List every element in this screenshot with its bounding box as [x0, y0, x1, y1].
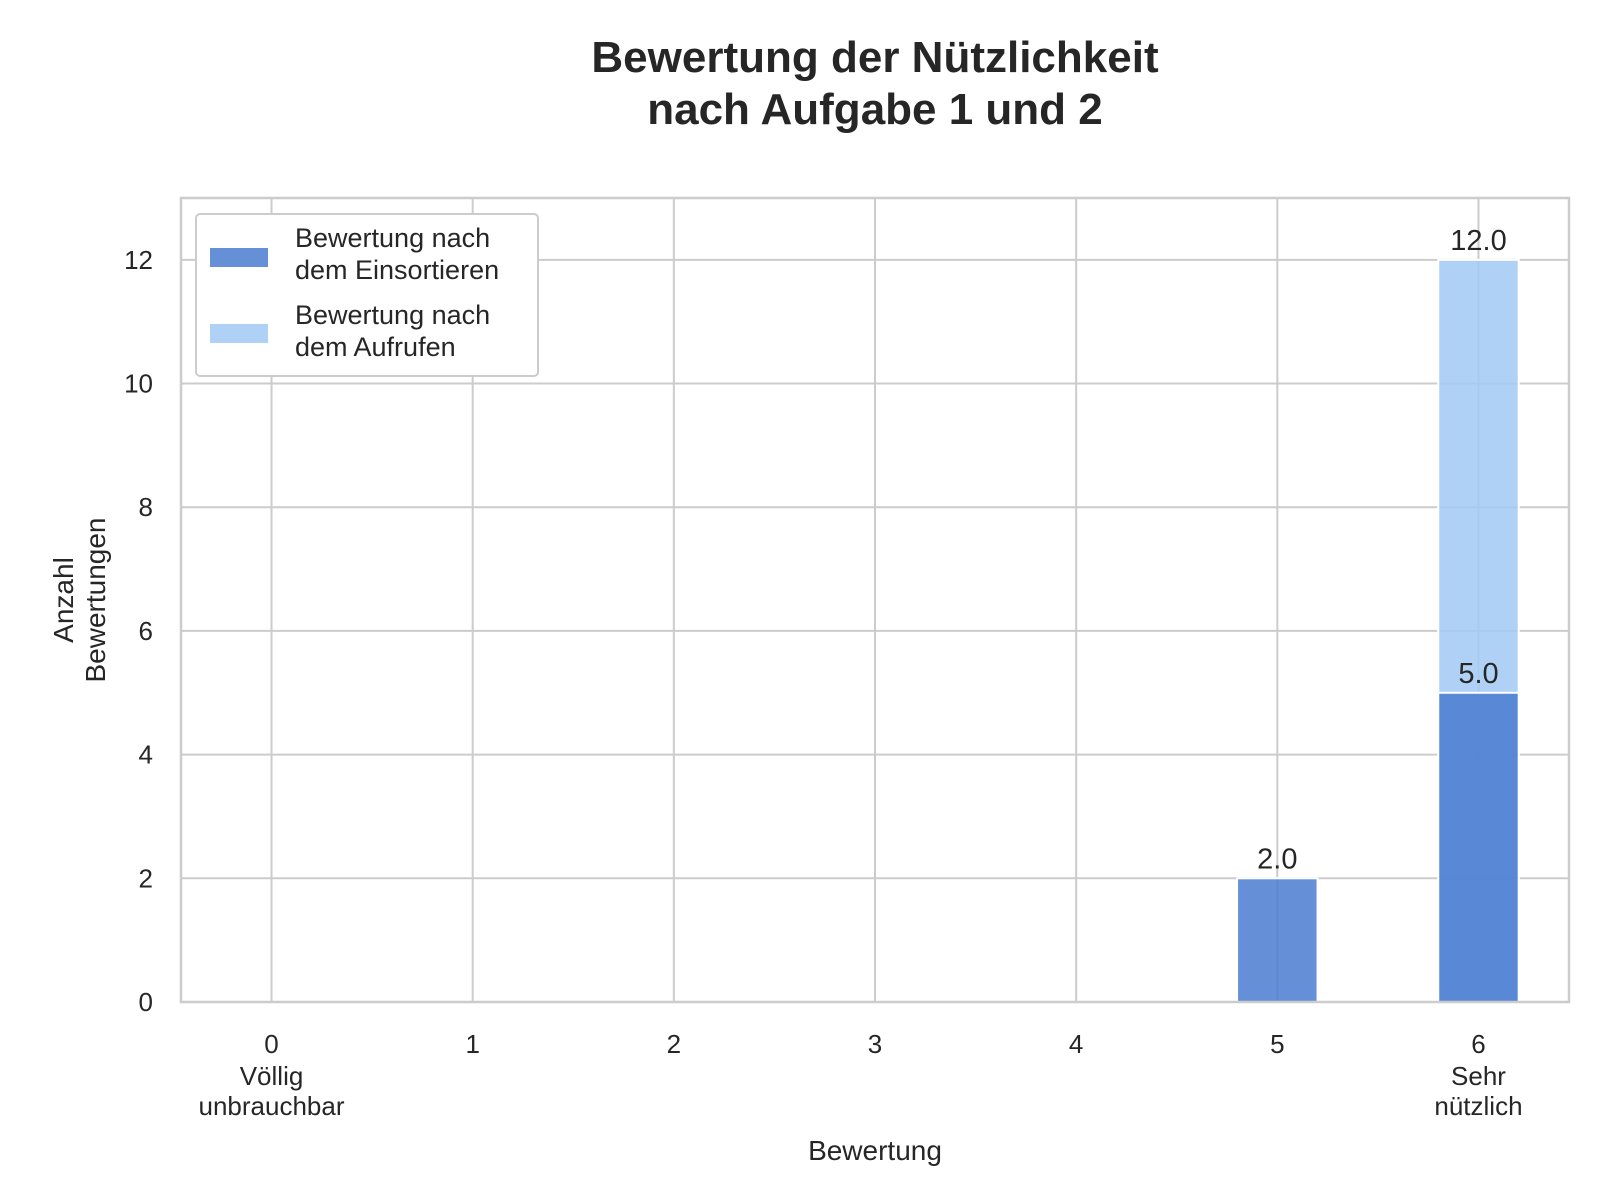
bar-value-label: 2.0 — [1257, 843, 1297, 875]
legend-swatch-aufrufen — [210, 324, 268, 343]
x-tick-sublabel: nützlich — [1434, 1091, 1522, 1121]
x-tick-label: 1 — [465, 1029, 479, 1059]
bar-value-label: 12.0 — [1450, 225, 1506, 257]
x-tick-label: 0 — [264, 1029, 278, 1059]
y-axis-label-line-2: Bewertungen — [80, 517, 111, 682]
x-axis-label: Bewertung — [808, 1135, 942, 1166]
legend-swatch-einsortieren — [210, 248, 268, 267]
y-tick-label: 0 — [139, 987, 153, 1017]
x-tick-sublabel: Sehr — [1451, 1061, 1506, 1091]
bars-layer — [1236, 258, 1520, 1004]
bar-series-0 — [1437, 691, 1520, 1003]
bar-series-0 — [1236, 877, 1319, 1003]
y-tick-label: 6 — [139, 616, 153, 646]
x-tick-sublabel: Völlig — [240, 1061, 304, 1091]
bar-value-label: 5.0 — [1458, 658, 1498, 690]
legend: Bewertung nach dem Einsortieren Bewertun… — [195, 213, 539, 377]
y-tick-label: 12 — [124, 245, 153, 275]
legend-box — [195, 213, 539, 377]
y-axis-label-line-1: Anzahl — [48, 557, 79, 643]
y-tick-label: 8 — [139, 492, 153, 522]
labels-layer: 12.0 2.0 5.0 — [1257, 225, 1507, 875]
y-tick-label: 4 — [139, 740, 153, 770]
legend-label-einsortieren-line-2: dem Einsortieren — [295, 255, 499, 285]
legend-label-aufrufen-line-1: Bewertung nach — [295, 300, 490, 330]
legend-label-einsortieren-line-1: Bewertung nach — [295, 223, 490, 253]
x-tick-sublabel: unbrauchbar — [199, 1091, 345, 1121]
legend-label-aufrufen-line-2: dem Aufrufen — [295, 332, 456, 362]
x-tick-label: 6 — [1471, 1029, 1485, 1059]
plot-frame — [179, 196, 1571, 1004]
y-tick-label: 2 — [139, 863, 153, 893]
chart-title-line-2: nach Aufgabe 1 und 2 — [647, 85, 1103, 134]
y-tick-label: 10 — [124, 369, 153, 399]
x-tick-label: 4 — [1069, 1029, 1083, 1059]
x-tick-label: 3 — [868, 1029, 882, 1059]
x-tick-label: 2 — [667, 1029, 681, 1059]
y-axis-label: Anzahl Bewertungen — [48, 517, 111, 682]
x-tick-label: 5 — [1270, 1029, 1284, 1059]
chart-title-line-1: Bewertung der Nützlichkeit — [591, 33, 1159, 82]
